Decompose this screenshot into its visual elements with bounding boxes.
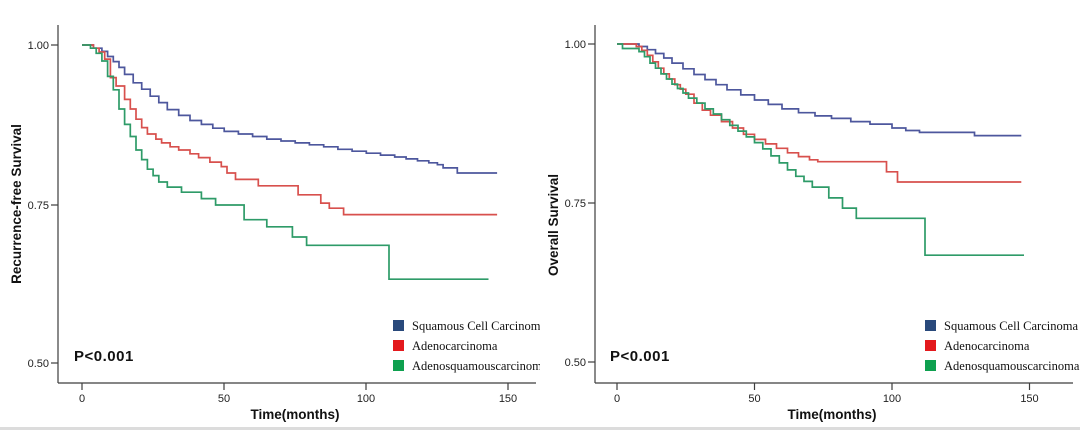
x-axis-title: Time(months) (250, 407, 339, 422)
legend-label-scc: Squamous Cell Carcinoma (412, 319, 540, 333)
y-tick-label: 1.00 (565, 39, 586, 51)
x-tick-label: 150 (1020, 393, 1038, 405)
legend: Squamous Cell Carcinoma Adenocarcinoma A… (393, 319, 540, 373)
x-tick-label: 50 (748, 393, 760, 405)
legend-swatch-scc (393, 320, 404, 331)
series-scc (617, 43, 1022, 137)
series-adsq (617, 43, 1024, 257)
y-tick-label: 0.75 (565, 198, 586, 210)
x-axis: 0 50 100 150 (58, 382, 536, 405)
y-tick-label: 1.00 (28, 40, 49, 52)
survival-curves (82, 44, 498, 281)
x-tick-label: 50 (218, 393, 230, 405)
legend-label-adeno: Adenocarcinoma (944, 339, 1030, 353)
y-tick-label: 0.75 (28, 200, 49, 212)
x-axis: 0 50 100 150 (595, 382, 1073, 405)
legend-label-scc: Squamous Cell Carcinoma (944, 319, 1078, 333)
os-chart: 1.00 0.75 0.50 0 50 100 150 Overall Surv… (546, 25, 1080, 422)
x-tick-label: 100 (357, 393, 375, 405)
y-axis: 1.00 0.75 0.50 (565, 25, 596, 383)
rfs-chart-panel: 1.00 0.75 0.50 0 50 100 150 Recurrence-f… (9, 25, 540, 422)
legend-label-adeno: Adenocarcinoma (412, 339, 498, 353)
x-tick-label: 150 (499, 393, 517, 405)
series-adeno (617, 43, 1022, 183)
legend: Squamous Cell Carcinoma Adenocarcinoma A… (925, 319, 1080, 373)
legend-label-adsq: Adenosquamouscarcinoma (944, 359, 1080, 373)
bottom-divider (0, 427, 1080, 430)
series-scc (82, 44, 498, 174)
legend-swatch-adsq (393, 360, 404, 371)
os-chart-panel: 1.00 0.75 0.50 0 50 100 150 Overall Surv… (540, 0, 1080, 430)
survival-curves (617, 43, 1024, 257)
legend-swatch-adeno (393, 340, 404, 351)
y-axis: 1.00 0.75 0.50 (28, 25, 59, 383)
y-axis-title: Recurrence-free Survival (9, 124, 24, 284)
y-axis-title: Overall Survival (546, 174, 561, 276)
y-tick-label: 0.50 (28, 358, 49, 370)
legend-swatch-adsq (925, 360, 936, 371)
rfs-chart: 1.00 0.75 0.50 0 50 100 150 Recurrence-f… (9, 25, 540, 422)
series-adeno (82, 44, 498, 216)
x-tick-label: 100 (883, 393, 901, 405)
series-adsq (82, 44, 489, 281)
y-tick-label: 0.50 (565, 357, 586, 369)
p-value-label: P<0.001 (610, 348, 670, 365)
legend-swatch-scc (925, 320, 936, 331)
x-axis-title: Time(months) (787, 407, 876, 422)
x-tick-label: 0 (614, 393, 620, 405)
p-value-label: P<0.001 (74, 348, 134, 365)
x-tick-label: 0 (79, 393, 85, 405)
legend-swatch-adeno (925, 340, 936, 351)
legend-label-adsq: Adenosquamouscarcinoma (412, 359, 540, 373)
